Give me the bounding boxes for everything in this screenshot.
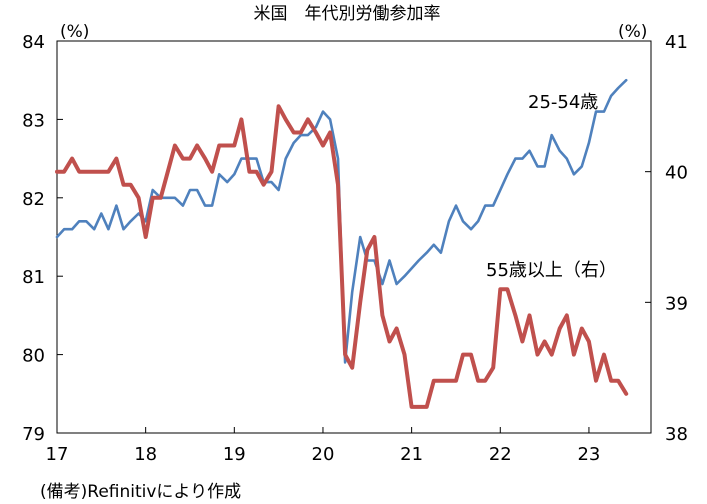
right-axis-unit: (%) bbox=[618, 22, 647, 42]
right-tick-label: 40 bbox=[665, 163, 688, 184]
series-layer bbox=[55, 78, 629, 409]
left-tick-label: 82 bbox=[22, 189, 45, 210]
x-tick-label: 21 bbox=[400, 444, 423, 465]
x-axis: 17 18 19 20 21 22 23 bbox=[46, 427, 600, 465]
left-tick-label: 80 bbox=[22, 346, 45, 367]
source-note: (備考)Refinitivにより作成 bbox=[40, 482, 241, 502]
x-tick-label: 23 bbox=[577, 444, 600, 465]
left-axis-unit: (%) bbox=[60, 22, 89, 42]
series-label-55-plus: 55歳以上（右） bbox=[486, 260, 617, 281]
right-axis: 38 39 40 41 bbox=[645, 32, 688, 445]
x-tick-label: 17 bbox=[46, 444, 69, 465]
right-tick-label: 41 bbox=[665, 32, 688, 53]
left-tick-label: 84 bbox=[22, 32, 45, 53]
left-axis: 79 80 81 82 83 84 bbox=[22, 32, 63, 445]
x-tick-label: 18 bbox=[134, 444, 157, 465]
left-tick-label: 83 bbox=[22, 110, 45, 131]
right-tick-label: 38 bbox=[665, 424, 688, 445]
x-tick-label: 20 bbox=[312, 444, 335, 465]
series-label-25-54: 25-54歳 bbox=[528, 92, 598, 113]
x-tick-label: 19 bbox=[223, 444, 246, 465]
left-tick-label: 79 bbox=[22, 424, 45, 445]
left-tick-label: 81 bbox=[22, 267, 45, 288]
chart-title: 米国 年代別労働参加率 bbox=[254, 4, 441, 24]
right-tick-label: 39 bbox=[665, 293, 688, 314]
series-line-55-plus bbox=[55, 104, 629, 409]
x-tick-label: 22 bbox=[489, 444, 512, 465]
